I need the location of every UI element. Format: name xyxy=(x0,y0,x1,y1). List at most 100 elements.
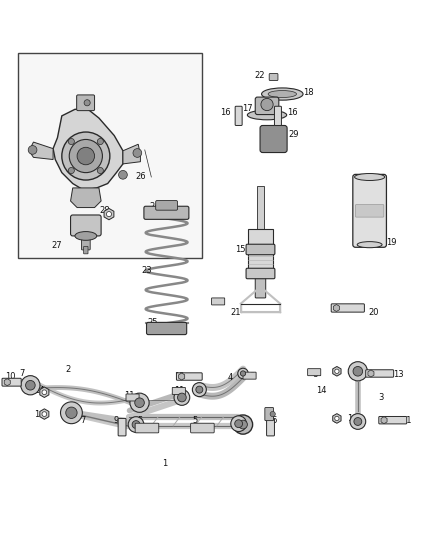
Text: 7: 7 xyxy=(197,389,202,398)
Circle shape xyxy=(69,140,102,173)
Text: 11: 11 xyxy=(401,416,411,425)
Text: 5: 5 xyxy=(192,416,198,425)
Bar xyxy=(18,53,201,258)
FancyBboxPatch shape xyxy=(144,206,189,220)
Text: 20: 20 xyxy=(369,308,379,317)
FancyBboxPatch shape xyxy=(177,373,202,380)
Circle shape xyxy=(28,146,37,154)
Circle shape xyxy=(66,407,77,418)
Text: 23: 23 xyxy=(141,266,152,276)
Circle shape xyxy=(239,420,247,429)
Bar xyxy=(258,185,264,247)
Circle shape xyxy=(128,417,144,432)
Circle shape xyxy=(270,411,276,417)
Circle shape xyxy=(354,417,362,425)
FancyBboxPatch shape xyxy=(172,387,185,394)
Text: 3: 3 xyxy=(378,393,383,402)
Circle shape xyxy=(25,381,35,390)
Text: 4: 4 xyxy=(227,373,233,382)
Text: 28: 28 xyxy=(99,206,110,215)
Ellipse shape xyxy=(75,231,97,240)
Ellipse shape xyxy=(355,174,385,181)
Ellipse shape xyxy=(357,241,382,248)
FancyBboxPatch shape xyxy=(269,74,278,80)
Text: 22: 22 xyxy=(254,71,265,80)
FancyBboxPatch shape xyxy=(155,200,177,210)
Circle shape xyxy=(240,371,246,376)
Circle shape xyxy=(261,99,273,111)
Text: 17: 17 xyxy=(242,104,253,113)
Circle shape xyxy=(235,420,243,427)
Circle shape xyxy=(21,376,40,395)
Text: 9: 9 xyxy=(268,416,273,425)
Text: 16: 16 xyxy=(220,108,231,117)
FancyBboxPatch shape xyxy=(135,423,159,433)
FancyBboxPatch shape xyxy=(246,244,275,255)
Ellipse shape xyxy=(247,110,287,120)
Circle shape xyxy=(68,167,74,174)
Circle shape xyxy=(335,416,339,421)
Circle shape xyxy=(106,212,112,216)
Circle shape xyxy=(353,367,363,376)
Text: 21: 21 xyxy=(230,308,241,317)
Text: 24: 24 xyxy=(149,202,159,211)
Text: 2: 2 xyxy=(66,365,71,374)
Text: 14: 14 xyxy=(347,414,357,423)
Text: 25: 25 xyxy=(147,318,158,327)
Circle shape xyxy=(133,149,142,157)
Text: 18: 18 xyxy=(303,88,314,97)
Circle shape xyxy=(350,414,366,430)
Circle shape xyxy=(42,390,47,394)
Polygon shape xyxy=(29,142,53,159)
Circle shape xyxy=(130,393,149,413)
Text: 1: 1 xyxy=(162,459,167,469)
Circle shape xyxy=(238,368,248,379)
FancyBboxPatch shape xyxy=(331,304,364,312)
Circle shape xyxy=(135,398,145,408)
Circle shape xyxy=(132,421,140,429)
Circle shape xyxy=(348,362,367,381)
FancyBboxPatch shape xyxy=(118,418,126,436)
Text: 11: 11 xyxy=(174,386,185,395)
Circle shape xyxy=(68,139,74,144)
Text: 6: 6 xyxy=(271,416,276,425)
Text: 29: 29 xyxy=(289,130,299,139)
Ellipse shape xyxy=(268,91,297,98)
FancyBboxPatch shape xyxy=(353,174,386,247)
Circle shape xyxy=(62,132,110,180)
FancyBboxPatch shape xyxy=(147,322,187,335)
FancyBboxPatch shape xyxy=(235,106,242,125)
Text: 15: 15 xyxy=(235,245,245,254)
Text: 8: 8 xyxy=(249,372,254,381)
Circle shape xyxy=(84,100,90,106)
FancyBboxPatch shape xyxy=(191,423,214,433)
Text: 7: 7 xyxy=(332,416,337,425)
FancyBboxPatch shape xyxy=(356,205,384,217)
FancyBboxPatch shape xyxy=(379,416,407,424)
Text: 12: 12 xyxy=(174,372,185,381)
Circle shape xyxy=(42,411,47,416)
FancyBboxPatch shape xyxy=(267,418,275,436)
Text: 7: 7 xyxy=(80,416,85,425)
FancyBboxPatch shape xyxy=(265,408,274,421)
FancyBboxPatch shape xyxy=(255,97,279,115)
Text: 8: 8 xyxy=(312,370,318,379)
FancyBboxPatch shape xyxy=(366,370,394,377)
Text: 27: 27 xyxy=(51,241,62,250)
FancyBboxPatch shape xyxy=(275,106,282,125)
Text: 13: 13 xyxy=(393,370,403,379)
Polygon shape xyxy=(123,144,141,164)
Text: 14: 14 xyxy=(316,386,327,395)
Circle shape xyxy=(196,386,203,393)
Circle shape xyxy=(97,139,103,144)
FancyBboxPatch shape xyxy=(71,215,101,236)
Text: 14: 14 xyxy=(34,386,44,395)
FancyBboxPatch shape xyxy=(84,246,88,254)
Text: 7: 7 xyxy=(19,369,25,378)
Text: 11: 11 xyxy=(124,391,135,400)
Text: 10: 10 xyxy=(5,372,16,381)
Ellipse shape xyxy=(261,88,303,100)
Circle shape xyxy=(233,415,253,434)
Bar xyxy=(248,229,273,275)
Circle shape xyxy=(231,416,247,432)
